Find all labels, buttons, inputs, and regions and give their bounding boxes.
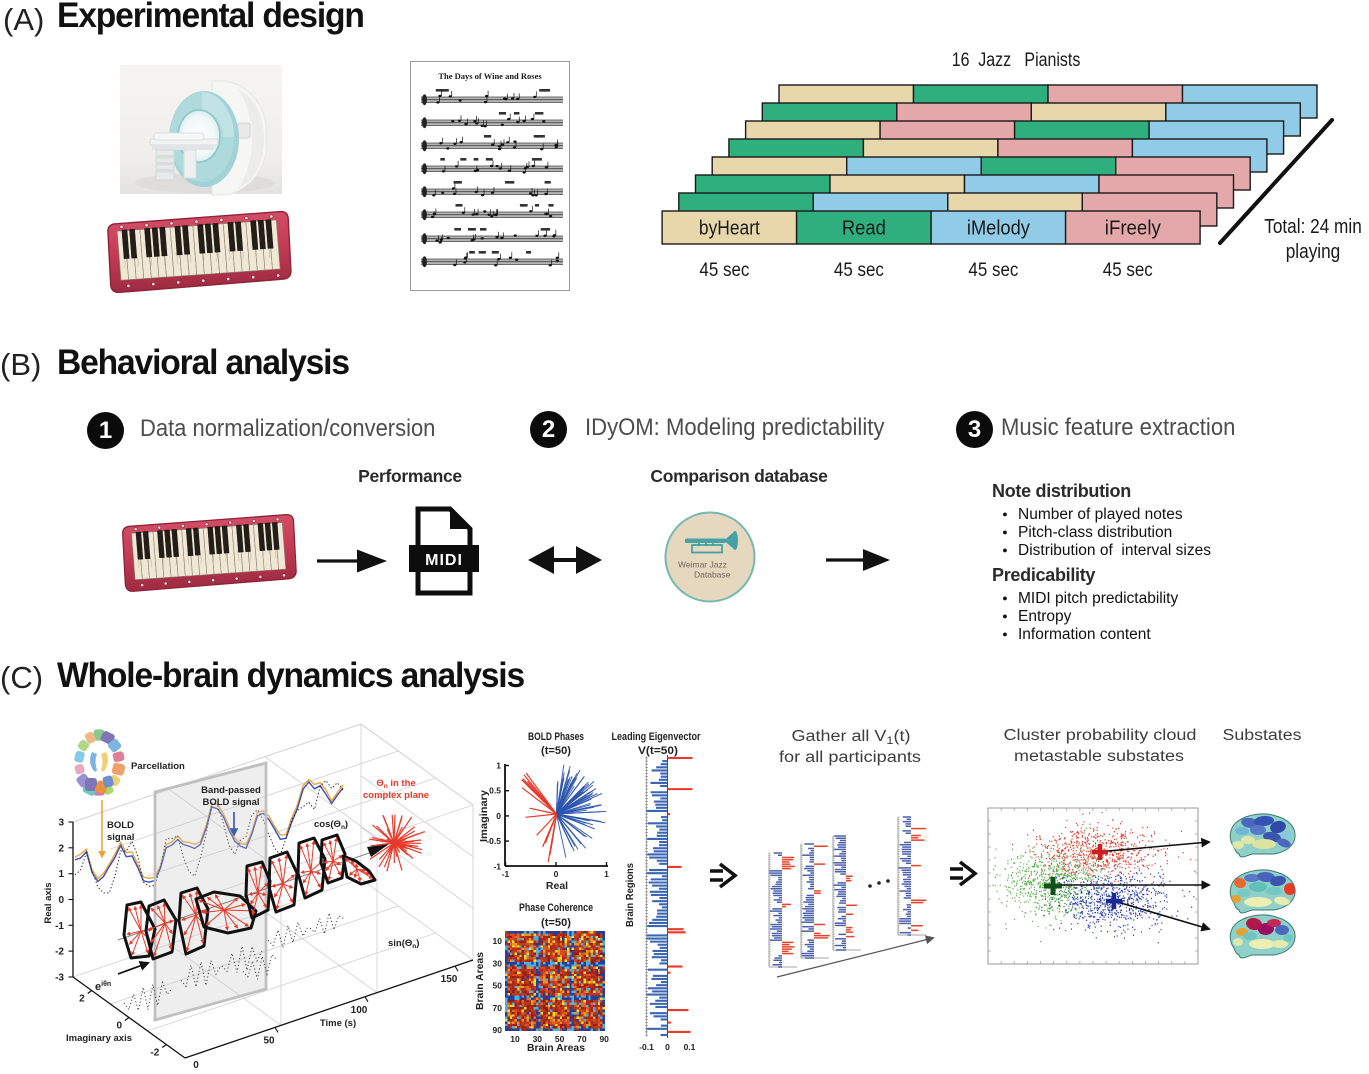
svg-text:complex plane: complex plane [363,790,429,801]
svg-text:0: 0 [496,811,501,821]
svg-text:10: 10 [493,936,503,946]
svg-text:3: 3 [58,818,64,829]
svg-text:0.1: 0.1 [684,1042,696,1052]
svg-text:0: 0 [554,869,559,879]
svg-text:-1: -1 [493,861,501,871]
svg-text:Substates: Substates [1223,727,1302,744]
svg-text:50: 50 [493,981,503,991]
svg-text:30: 30 [493,958,503,968]
svg-text:sin(Θn): sin(Θn) [388,938,419,950]
svg-text:1: 1 [496,761,501,771]
svg-text:70: 70 [577,1034,587,1044]
svg-text:Leading Eigenvector: Leading Eigenvector [612,731,702,743]
svg-text:-0.5: -0.5 [486,836,501,846]
svg-text:(t=50): (t=50) [541,745,571,757]
svg-text:100: 100 [351,1005,368,1016]
svg-text:Brain Regions: Brain Regions [624,863,636,927]
svg-text:45 sec: 45 sec [1103,259,1153,281]
svg-text:50: 50 [555,1034,565,1044]
svg-text:45 sec: 45 sec [968,259,1018,281]
svg-text:10: 10 [510,1034,520,1044]
svg-text:1: 1 [58,869,64,880]
svg-text:30: 30 [533,1034,543,1044]
svg-text:0.5: 0.5 [489,786,501,796]
svg-text:Parcellation: Parcellation [131,761,185,772]
svg-text:2: 2 [79,994,85,1005]
svg-text:Read: Read [842,218,886,240]
svg-text:-3: -3 [55,972,64,983]
svg-text:Θn in the: Θn in the [376,778,415,790]
svg-text:Imaginary: Imaginary [478,790,490,842]
svg-text:Database: Database [694,570,731,580]
svg-text:Real: Real [546,880,568,892]
svg-text:Phase Coherence: Phase Coherence [519,902,593,914]
svg-text:MIDI: MIDI [425,552,463,569]
svg-text:150: 150 [441,974,458,985]
svg-text:iFreely: iFreely [1105,218,1161,240]
svg-text:-2: -2 [150,1048,159,1059]
svg-text:eiθn: eiθn [95,981,111,993]
svg-text:Brain Areas: Brain Areas [474,952,486,1010]
svg-text:Band-passed: Band-passed [201,785,261,796]
svg-text:Cluster probability cloud: Cluster probability cloud [1004,727,1197,744]
svg-text:Time (s): Time (s) [320,1018,356,1029]
svg-text:Weimar Jazz: Weimar Jazz [678,560,727,570]
svg-text:byHeart: byHeart [699,218,760,240]
svg-text:(t=50): (t=50) [541,917,571,929]
svg-text:for all participants: for all participants [779,749,921,766]
svg-text:Real axis: Real axis [43,882,54,923]
svg-text:Gather all V1(t): Gather all V 1(t) [792,728,911,747]
svg-text:BOLD Phases: BOLD Phases [528,731,584,743]
svg-text:0: 0 [116,1021,122,1032]
svg-text:cos(Θn): cos(Θn) [314,819,348,831]
svg-text:iMelody: iMelody [967,218,1030,240]
svg-text:-1: -1 [55,921,64,932]
svg-text:2: 2 [58,843,64,854]
svg-text:BOLD: BOLD [107,820,134,831]
svg-text:V(t=50): V(t=50) [638,745,678,757]
svg-text:Brain Areas: Brain Areas [527,1042,585,1054]
svg-text:1: 1 [604,869,609,879]
svg-text:-1: -1 [502,869,510,879]
svg-text:70: 70 [493,1003,503,1013]
svg-text:0: 0 [58,895,64,906]
svg-text:Imaginary axis: Imaginary axis [66,1033,132,1044]
svg-text:metastable substates: metastable substates [1014,748,1184,765]
svg-text:90: 90 [599,1034,609,1044]
svg-text:90: 90 [493,1025,503,1035]
svg-text:45 sec: 45 sec [834,259,884,281]
svg-text:0: 0 [193,1060,199,1071]
svg-text:-2: -2 [55,947,64,958]
svg-text:BOLD signal: BOLD signal [202,797,259,808]
svg-text:50: 50 [263,1035,275,1046]
svg-text:-0.1: -0.1 [639,1042,654,1052]
svg-text:0: 0 [665,1042,670,1052]
svg-text:45 sec: 45 sec [699,259,749,281]
svg-text:signal: signal [107,832,134,843]
svg-text:The Days of Wine and Roses: The Days of Wine and Roses [438,71,542,81]
